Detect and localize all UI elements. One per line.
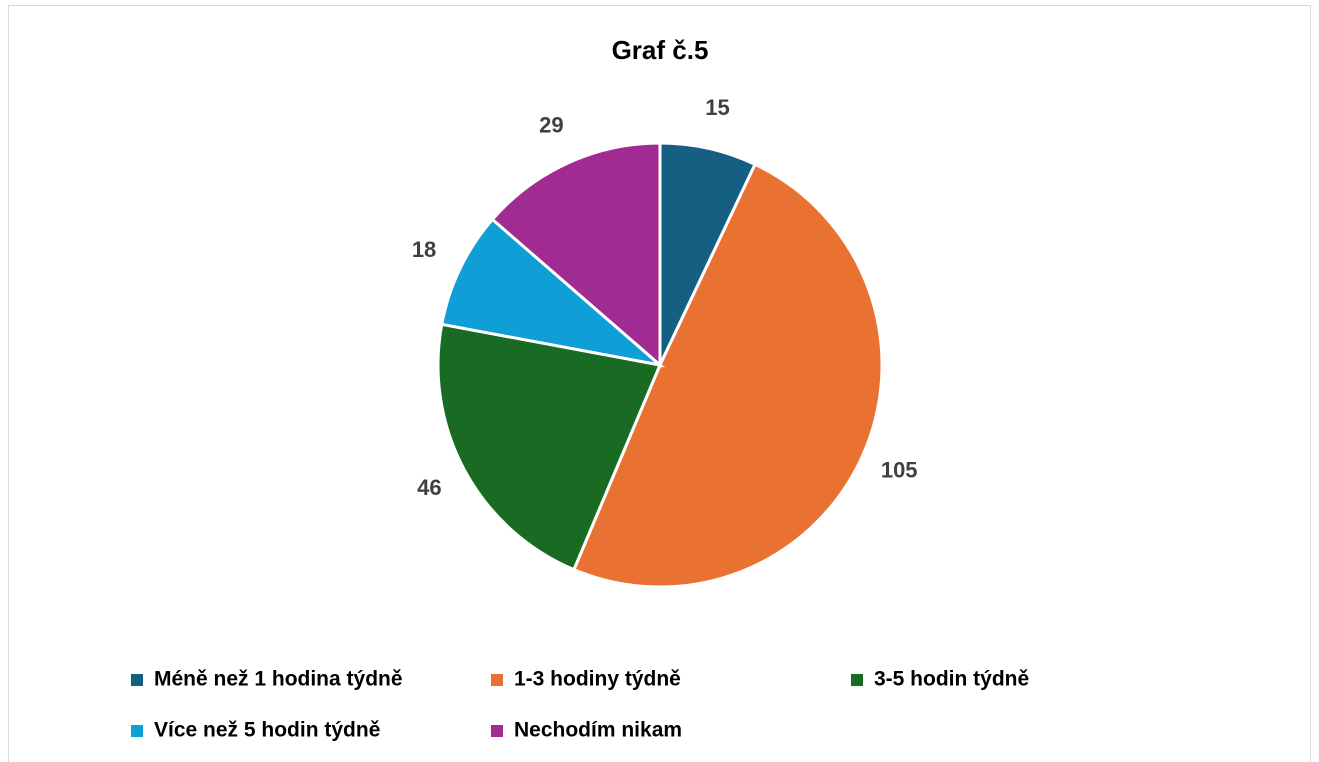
legend-swatch (491, 674, 503, 686)
chart-title: Graf č.5 (612, 35, 709, 65)
legend-swatch (131, 674, 143, 686)
legend-label: Více než 5 hodin týdně (154, 719, 380, 742)
data-label: 15 (705, 95, 729, 120)
legend-swatch (851, 674, 863, 686)
legend-swatch (131, 725, 143, 737)
data-label: 105 (881, 458, 918, 483)
legend-label: 1-3 hodiny týdně (514, 668, 681, 691)
pie-slice (571, 162, 884, 589)
data-label: 29 (539, 112, 563, 137)
pie-slice (490, 141, 662, 369)
data-label: 18 (412, 237, 436, 262)
legend-label: Méně než 1 hodina týdně (154, 668, 403, 691)
pie-slice (436, 322, 663, 572)
legend-label: Nechodím nikam (514, 719, 682, 742)
legend-label: 3-5 hodin týdně (874, 668, 1029, 691)
pie-slice (440, 217, 666, 368)
legend-swatch (491, 725, 503, 737)
data-label: 46 (417, 475, 441, 500)
